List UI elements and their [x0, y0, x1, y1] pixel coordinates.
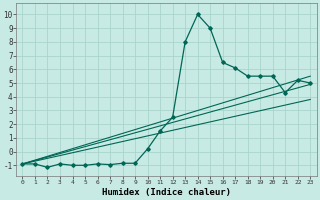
X-axis label: Humidex (Indice chaleur): Humidex (Indice chaleur): [102, 188, 231, 197]
